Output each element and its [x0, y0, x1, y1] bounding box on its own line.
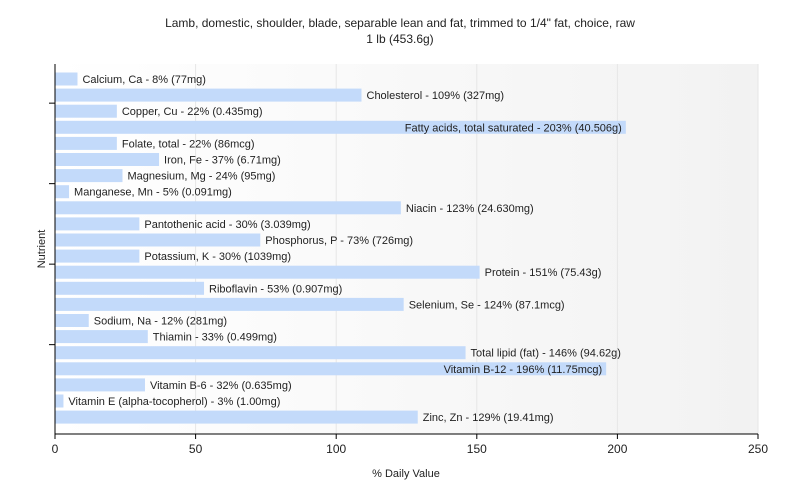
bar-label: Protein - 151% (75.43g): [485, 267, 602, 279]
bar: [55, 153, 160, 166]
bar-label: Vitamin B-6 - 32% (0.635mg): [150, 380, 292, 392]
bar: [55, 217, 140, 231]
bar: [55, 185, 70, 199]
bar-label: Copper, Cu - 22% (0.435mg): [122, 106, 263, 118]
bar: [55, 297, 404, 311]
bar: [55, 265, 480, 279]
bar-label: Thiamin - 33% (0.499mg): [153, 332, 277, 344]
bar: [55, 249, 140, 263]
bar: [55, 169, 123, 183]
x-tick-label: 100: [326, 442, 346, 456]
bar-label: Cholesterol - 109% (327mg): [367, 90, 505, 102]
bar-label: Total lipid (fat) - 146% (94.62g): [471, 348, 621, 360]
bar: [55, 378, 145, 392]
chart-title: Lamb, domestic, shoulder, blade, separab…: [165, 16, 635, 30]
x-tick-label: 250: [748, 442, 768, 456]
bar: [55, 233, 261, 247]
plot-area: [55, 64, 758, 434]
bar-label: Zinc, Zn - 129% (19.41mg): [423, 412, 554, 424]
bar-label: Iron, Fe - 37% (6.71mg): [164, 155, 281, 167]
x-tick-label: 0: [52, 442, 59, 456]
bar-label: Selenium, Se - 124% (87.1mcg): [409, 299, 565, 311]
bar: [55, 330, 148, 344]
bar-label: Niacin - 123% (24.630mg): [406, 203, 534, 215]
bar: [55, 362, 607, 376]
bar-label: Pantothenic acid - 30% (3.039mg): [144, 219, 310, 231]
x-tick-label: 150: [467, 442, 487, 456]
bar: [55, 346, 466, 360]
bar-label: Calcium, Ca - 8% (77mg): [82, 74, 205, 86]
x-tick-label: 50: [189, 442, 203, 456]
bar: [55, 394, 64, 408]
chart-subtitle: 1 lb (453.6g): [366, 32, 434, 46]
bar: [55, 410, 418, 424]
bar-label: Vitamin B-12 - 196% (11.75mcg): [444, 364, 603, 376]
bar-label: Sodium, Na - 12% (281mg): [94, 316, 227, 328]
x-axis-title: % Daily Value: [372, 468, 440, 480]
bars: Calcium, Ca - 8% (77mg) Cholesterol - 109…: [55, 72, 626, 424]
bar-label: Phosphorus, P - 73% (726mg): [265, 235, 413, 247]
bar-label: Vitamin E (alpha-tocopherol) - 3% (1.00m…: [68, 396, 280, 408]
bar-label: Folate, total - 22% (86mcg): [122, 138, 255, 150]
bar: [55, 88, 362, 102]
bar-label: Magnesium, Mg - 24% (95mg): [127, 171, 275, 183]
bar: [55, 201, 401, 215]
x-tick-label: 200: [607, 442, 627, 456]
bar: [55, 104, 117, 118]
bar-label: Riboflavin - 53% (0.907mg): [209, 283, 342, 295]
y-axis-title: Nutrient: [36, 230, 48, 269]
bar-label: Manganese, Mn - 5% (0.091mg): [74, 187, 232, 199]
bar: [55, 314, 89, 327]
bar: [55, 281, 205, 295]
axes: 0 50 100 150 200 250: [49, 64, 768, 456]
bar: [55, 72, 78, 86]
bar-label: Potassium, K - 30% (1039mg): [144, 251, 291, 263]
bar: [55, 120, 626, 134]
bar-label: Fatty acids, total saturated - 203% (40.…: [405, 122, 622, 134]
bar: [55, 136, 117, 150]
